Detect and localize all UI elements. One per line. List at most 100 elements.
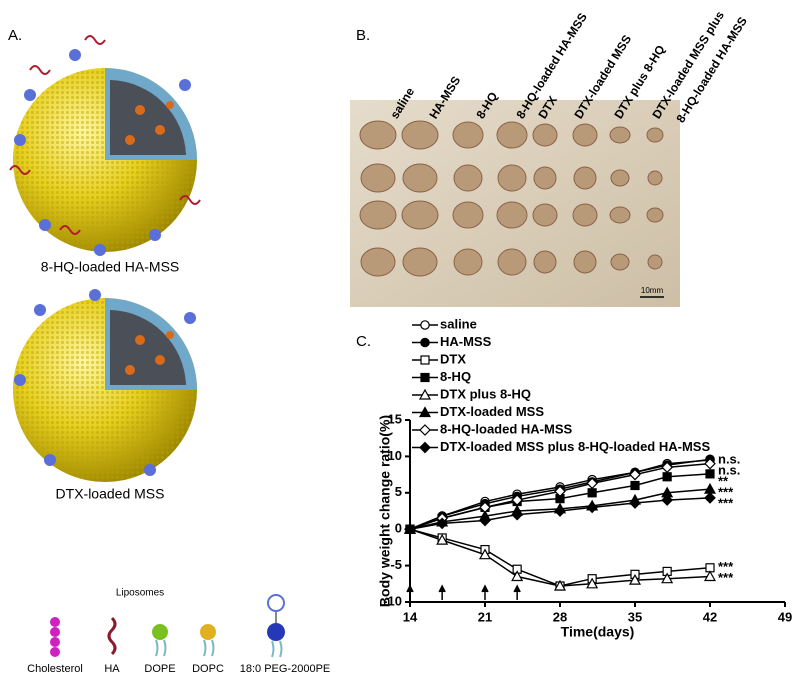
data-point — [404, 523, 416, 536]
y-tick-label: -10 — [383, 593, 402, 608]
tumor-photo-content — [359, 120, 664, 277]
significance-label: ** — [718, 473, 729, 488]
tumor — [452, 121, 484, 149]
tumor — [453, 164, 483, 192]
particle-label: DTX-loaded MSS — [56, 486, 165, 502]
y-tick-label: 5 — [395, 484, 402, 499]
legend-label: DTX-loaded MSS — [440, 404, 544, 419]
legend-label: HA-MSS — [440, 334, 492, 349]
legend-marker — [420, 355, 430, 365]
data-point — [586, 501, 598, 514]
tumor — [401, 120, 439, 150]
significance-label: n.s. — [718, 462, 740, 477]
tumor — [496, 121, 528, 149]
data-point — [436, 533, 449, 545]
legend-label: DTX-loaded MSS plus 8-HQ-loaded HA-MSS — [440, 439, 710, 454]
significance-label: n.s. — [718, 451, 740, 466]
tumor — [496, 201, 528, 229]
data-point — [703, 482, 717, 494]
tumor — [533, 250, 557, 274]
particle-drawing — [9, 35, 201, 256]
panel-label: C. — [356, 333, 371, 350]
scale-bar-label: 10mm — [641, 286, 664, 295]
dose-arrow — [438, 584, 446, 600]
component-label: 18:0 PEG-2000PE — [240, 663, 331, 675]
legend-marker — [420, 320, 430, 330]
tumor — [532, 123, 558, 147]
tumor — [647, 254, 663, 270]
x-axis-label: Time(days) — [561, 624, 635, 640]
tumor — [646, 207, 664, 223]
tumor — [572, 123, 598, 147]
x-tick-label: 21 — [478, 609, 492, 624]
tumor — [647, 170, 663, 186]
x-tick-label: 28 — [553, 609, 567, 624]
tumor — [573, 250, 597, 274]
legend-marker — [419, 441, 431, 454]
data-point — [553, 579, 567, 591]
data-point — [629, 468, 641, 481]
data-point — [586, 477, 598, 490]
legend-marker — [419, 424, 431, 436]
y-axis-label: Body weight change ratio(%) — [377, 415, 393, 607]
tumor — [402, 163, 438, 193]
y-tick-label: 0 — [395, 521, 402, 536]
dose-arrow — [406, 584, 414, 600]
data-point — [587, 488, 597, 498]
tumor — [609, 206, 631, 224]
data-point — [511, 494, 523, 506]
legend-marker — [420, 337, 430, 348]
data-point — [661, 461, 673, 474]
significance-label: *** — [718, 570, 734, 585]
data-point — [628, 573, 642, 585]
liposomes-title: Liposomes — [116, 588, 164, 599]
dose-arrow — [481, 584, 489, 600]
data-point — [703, 570, 717, 582]
data-point — [705, 469, 715, 479]
data-point — [662, 472, 672, 482]
data-point — [704, 457, 716, 470]
chart: -10 -5 0 5 10 15 14 21 28 35 42 49 Time(days) Body we… — [377, 316, 793, 639]
tumor — [359, 200, 397, 230]
legend-marker — [418, 388, 432, 400]
data-point — [586, 577, 599, 589]
x-tick-label: 49 — [778, 609, 792, 624]
tumor — [610, 253, 630, 271]
significance-label: *** — [718, 484, 734, 499]
legend-label: DTX plus 8-HQ — [440, 386, 531, 401]
data-point — [554, 505, 566, 517]
legend-label: DTX — [440, 351, 466, 366]
data-point — [630, 480, 640, 491]
x-tick-label: 42 — [703, 609, 717, 624]
tumor — [497, 164, 527, 192]
particle-drawing — [13, 289, 197, 482]
tumor — [610, 169, 630, 187]
legend-marker — [418, 406, 432, 418]
legend-label: 8-HQ — [440, 369, 471, 384]
legend-label: 8-HQ-loaded HA-MSS — [440, 421, 573, 436]
data-point — [436, 517, 448, 530]
panel-label: A. — [8, 27, 22, 44]
data-point — [704, 492, 716, 504]
tumor — [402, 247, 438, 277]
x-tick-label: 14 — [403, 609, 418, 624]
significance-label: *** — [718, 495, 734, 510]
y-tick-label: 10 — [388, 448, 402, 463]
tumor — [609, 126, 631, 144]
significance-label: *** — [718, 559, 734, 574]
data-point — [554, 485, 566, 498]
component-icons — [50, 594, 285, 658]
component-label: DOPE — [144, 663, 175, 675]
data-point — [478, 548, 492, 560]
tumor — [401, 200, 439, 230]
data-point — [511, 508, 523, 521]
tumor — [359, 120, 397, 150]
tumor — [573, 166, 597, 190]
component-label: DOPC — [192, 663, 224, 675]
legend-marker — [420, 372, 430, 383]
data-point — [479, 514, 491, 527]
dose-arrow — [513, 584, 521, 600]
tumor — [453, 248, 483, 276]
data-point — [661, 494, 673, 506]
